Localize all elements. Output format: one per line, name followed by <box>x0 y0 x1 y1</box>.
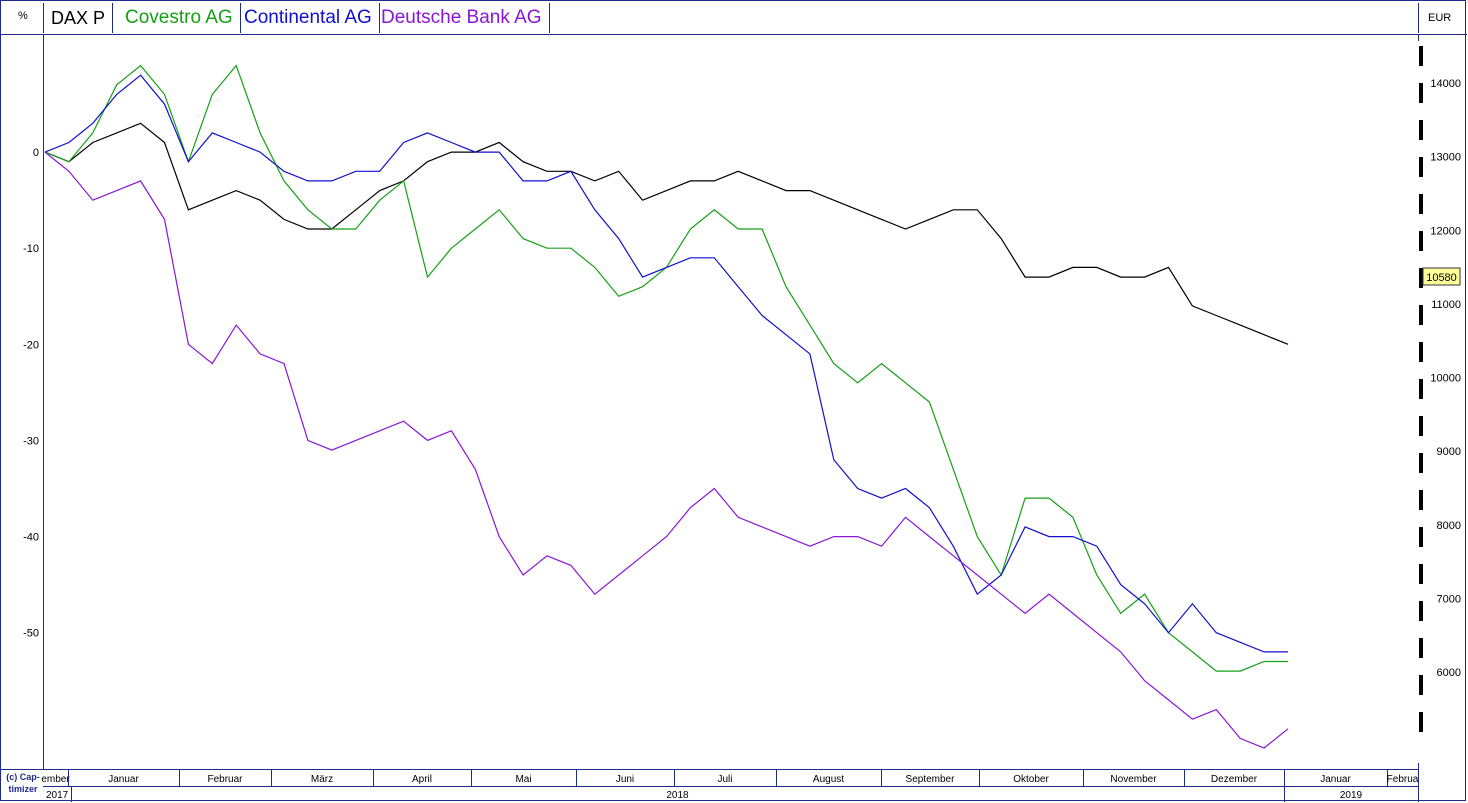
last-value-badge-box <box>1422 267 1461 286</box>
left-unit-label: % <box>18 10 28 22</box>
legend-item-covestro[interactable]: Covestro AG <box>118 3 241 33</box>
month-label: August <box>813 774 844 785</box>
right-tick-label: 9000 <box>1437 446 1461 458</box>
right-axis-ticks: 14000 13000 12000 11000 10000 9000 8000 7000 600… <box>1430 78 1461 679</box>
month-label: Juli <box>717 774 732 785</box>
series-line-covestro-ag <box>44 64 1288 672</box>
right-axis-marker <box>1419 527 1423 547</box>
copyright-line2: timizer <box>8 784 38 794</box>
legend-label-deutsche-bank: Deutsche Bank AG <box>381 7 542 28</box>
right-axis-marker <box>1419 305 1423 325</box>
month-label: Oktober <box>1013 774 1049 785</box>
right-axis-marker <box>1419 268 1423 288</box>
month-label: Februa <box>1387 774 1419 785</box>
month-label: Mai <box>515 774 531 785</box>
month-label: September <box>906 774 956 785</box>
year-label: 2018 <box>666 790 689 801</box>
right-unit-label: EUR <box>1428 12 1452 24</box>
right-axis-marker <box>1419 231 1423 251</box>
left-axis-ticks: 0 -10 -20 -30 -40 -50 <box>23 147 39 640</box>
left-tick-label: -50 <box>23 628 39 640</box>
month-label: Januar <box>1320 774 1351 785</box>
legend-label-continental: Continental AG <box>244 7 372 28</box>
series-lines <box>44 64 1289 749</box>
right-tick-label: 10000 <box>1430 373 1461 385</box>
right-tick-label: 14000 <box>1430 78 1461 90</box>
right-axis-marker <box>1419 453 1423 473</box>
year-label: 2017 <box>46 790 69 801</box>
right-axis-marker <box>1419 490 1423 510</box>
month-label: Dezember <box>1211 774 1258 785</box>
right-axis-marker <box>1419 638 1423 658</box>
left-tick-label: -10 <box>23 243 39 255</box>
right-axis-marker <box>1419 564 1423 584</box>
right-tick-label: 8000 <box>1437 520 1461 532</box>
month-label: März <box>311 774 333 785</box>
legend-item-dax[interactable]: DAX P <box>43 3 114 33</box>
right-axis-marker <box>1419 342 1423 362</box>
right-axis-marker <box>1419 83 1423 103</box>
last-value-badge: 10580 <box>1426 272 1457 284</box>
copyright: (c) Cap- timizer <box>3 771 43 795</box>
month-dividers <box>68 769 1388 786</box>
left-tick-label: 0 <box>33 147 39 159</box>
right-tick-label: 11000 <box>1431 299 1461 311</box>
left-tick-label: -20 <box>23 339 39 351</box>
month-label: April <box>412 774 432 785</box>
right-axis-marker <box>1419 601 1423 621</box>
right-axis-marker <box>1419 157 1423 177</box>
year-label: 2019 <box>1340 790 1363 801</box>
right-unit-cell <box>1418 3 1467 33</box>
month-label: Januar <box>108 774 139 785</box>
year-labels: 2017 2018 2019 <box>46 786 1363 802</box>
right-tick-label: 13000 <box>1430 152 1461 164</box>
series-line-continental-ag <box>44 74 1288 653</box>
series-line-deutsche-bank-ag <box>44 151 1289 749</box>
right-axis-marker <box>1419 120 1423 140</box>
month-label: Juni <box>616 774 634 785</box>
right-axis-marker <box>1419 416 1423 436</box>
right-axis-marker <box>1419 46 1423 66</box>
legend-item-continental[interactable]: Continental AG <box>237 3 380 33</box>
month-labels: ember Januar Februar März April Mai Juni Juli Au… <box>41 774 1418 785</box>
right-axis-marker <box>1419 379 1423 399</box>
right-tick-label: 12000 <box>1430 225 1461 237</box>
legend-label-dax: DAX P <box>51 8 106 28</box>
legend-label-covestro: Covestro AG <box>125 7 233 28</box>
month-label: Februar <box>207 774 243 785</box>
month-label: ember <box>41 774 70 785</box>
right-axis-marker <box>1419 194 1423 214</box>
legend-item-deutsche-bank[interactable]: Deutsche Bank AG <box>374 3 550 33</box>
right-axis-marker <box>1419 675 1423 695</box>
right-tick-label: 6000 <box>1437 667 1461 679</box>
right-axis-markers <box>1419 46 1423 732</box>
left-tick-label: -30 <box>23 435 39 447</box>
left-tick-label: -40 <box>23 532 39 544</box>
copyright-line1: (c) Cap- <box>6 772 40 782</box>
right-tick-label: 7000 <box>1437 593 1461 605</box>
series-line-dax-p <box>44 122 1289 345</box>
right-axis-strip <box>1418 41 1423 763</box>
right-axis-marker <box>1419 712 1423 732</box>
month-label: November <box>1110 774 1157 785</box>
